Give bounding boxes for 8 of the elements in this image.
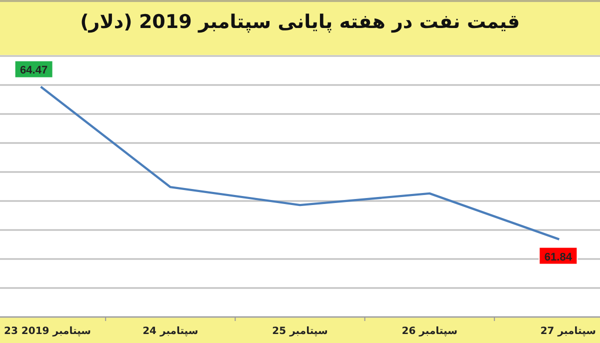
data-label: 64.47 [20, 64, 48, 77]
x-tick-label: 27 سپتامبر [540, 326, 596, 337]
x-tick-label: 25 سپتامبر [272, 326, 328, 337]
x-tick-label: 26 سپتامبر [402, 326, 458, 337]
x-tick-label: 23 سپتامبر 2019 [4, 326, 92, 337]
data-label: 61.84 [544, 251, 573, 264]
chart-title: قیمت نفت در هفته پایانی سپتامبر 2019 (دلار) [80, 11, 520, 33]
x-tick-label: 24 سپتامبر [142, 326, 198, 337]
